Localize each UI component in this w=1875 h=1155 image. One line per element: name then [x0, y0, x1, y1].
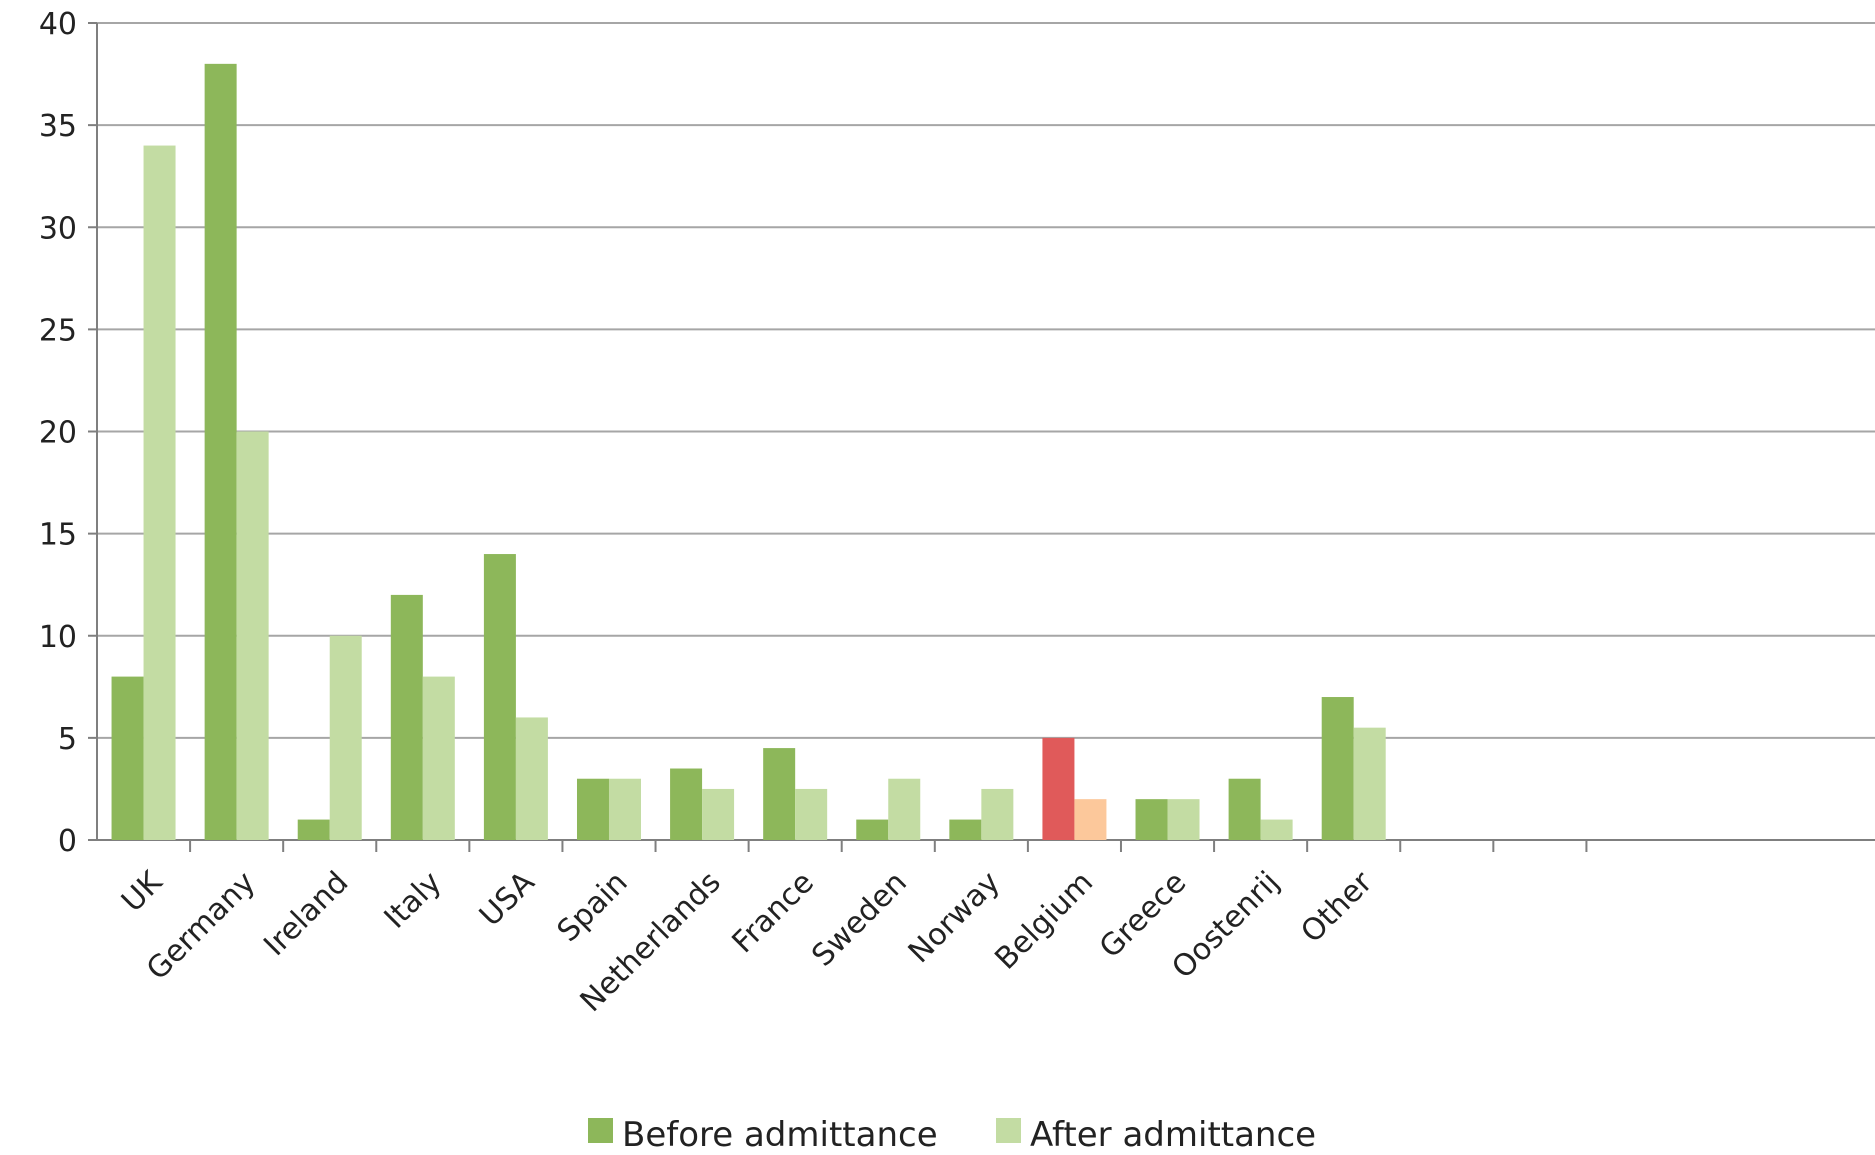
bar-after-sweden — [888, 778, 921, 840]
y-tick-label: 35 — [39, 109, 77, 144]
y-tick-label: 30 — [39, 211, 77, 246]
legend: Before admittance After admittance — [588, 1115, 1316, 1155]
bar-before-norway — [949, 819, 982, 840]
bar-after-uk — [143, 145, 176, 841]
bar-after-greece — [1167, 799, 1200, 840]
bar-before-belgium — [1042, 737, 1075, 840]
bar-after-belgium — [1074, 799, 1107, 840]
bar-after-netherlands — [702, 788, 735, 840]
y-tick-label: 15 — [39, 518, 77, 553]
legend-label-before: Before admittance — [622, 1115, 938, 1155]
legend-label-after: After admittance — [1030, 1115, 1316, 1155]
bar-before-france — [763, 748, 796, 840]
x-tick-label: Belgium — [988, 865, 1100, 977]
bar-before-other — [1321, 697, 1354, 840]
bar-before-uk — [111, 676, 144, 840]
y-tick-label: 0 — [58, 824, 77, 859]
y-axis: 0 5 10 15 20 25 30 35 40 — [39, 7, 98, 859]
x-tick-label: Italy — [378, 865, 449, 936]
y-tick-label: 10 — [39, 620, 77, 655]
bar-before-sweden — [856, 819, 889, 840]
legend-swatch-before — [588, 1118, 613, 1143]
bar-after-oostenrij — [1260, 819, 1293, 840]
bar-before-oostenrij — [1228, 778, 1261, 840]
x-tick-label: USA — [473, 865, 542, 934]
bar-after-norway — [981, 788, 1014, 840]
x-tick-label: Spain — [551, 865, 635, 949]
bar-after-other — [1353, 727, 1386, 840]
bar-after-italy — [422, 676, 455, 840]
y-tick-label: 25 — [39, 313, 77, 348]
bars — [111, 63, 1386, 841]
bar-after-spain — [608, 778, 641, 840]
bar-after-france — [795, 788, 828, 840]
bar-before-usa — [483, 554, 516, 840]
bar-after-ireland — [329, 635, 362, 840]
x-tick-label: UK — [115, 864, 170, 919]
bar-before-germany — [204, 63, 237, 841]
gridlines — [97, 22, 1875, 739]
x-tick-label: Other — [1294, 864, 1379, 949]
y-tick-label: 20 — [39, 416, 77, 451]
x-tick-label: Sweden — [805, 865, 914, 974]
bar-before-spain — [576, 778, 609, 840]
bar-before-greece — [1135, 799, 1168, 840]
bar-after-usa — [515, 717, 548, 840]
x-tick-label: Ireland — [257, 865, 355, 963]
bar-before-netherlands — [670, 768, 703, 840]
bar-after-germany — [236, 431, 269, 840]
bar-before-italy — [390, 594, 423, 840]
legend-swatch-after — [996, 1118, 1021, 1143]
bar-before-ireland — [297, 819, 330, 840]
y-tick-label: 5 — [58, 722, 77, 757]
y-tick-label: 40 — [39, 7, 77, 42]
x-tick-label: France — [726, 865, 821, 960]
